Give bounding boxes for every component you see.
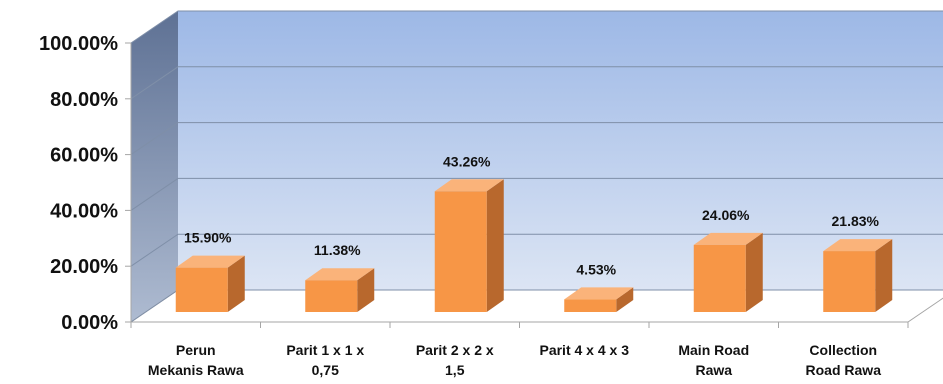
bar-top bbox=[693, 232, 763, 245]
x-tick-label-line: Collection bbox=[809, 342, 877, 358]
x-tick-label: Parit 4 x 4 x 3 bbox=[539, 342, 629, 358]
bar-top bbox=[434, 179, 504, 192]
x-tick-label-line: Parit 4 x 4 x 3 bbox=[539, 342, 629, 358]
x-tick-label-line: Road Rawa bbox=[806, 362, 882, 378]
bar bbox=[693, 232, 763, 312]
x-tick-label-line: Parit 1 x 1 x bbox=[286, 342, 364, 358]
bar-top bbox=[305, 268, 375, 281]
x-tick-label: Parit 1 x 1 x 0,75 bbox=[286, 342, 364, 378]
bar bbox=[434, 179, 504, 312]
x-tick-label: Main Road Rawa bbox=[678, 342, 749, 378]
y-tick-label: 40.00% bbox=[50, 200, 118, 222]
bar-side bbox=[616, 287, 634, 312]
bar-top bbox=[564, 287, 634, 300]
y-tick-label: 100.00% bbox=[39, 33, 118, 55]
bar-front bbox=[434, 191, 487, 312]
x-tick-label: Parit 2 x 2 x 1,5 bbox=[416, 342, 494, 378]
x-tick-label-line: 1,5 bbox=[445, 362, 465, 378]
bar-side bbox=[357, 268, 375, 312]
x-tick-label-line: 0,75 bbox=[312, 362, 339, 378]
data-label: 15.90% bbox=[184, 230, 232, 246]
bar bbox=[175, 255, 245, 312]
x-tick-label-line: Perun bbox=[176, 342, 216, 358]
bar-side bbox=[486, 179, 504, 312]
floor bbox=[129, 289, 943, 323]
bar-front bbox=[564, 299, 617, 312]
back-wall bbox=[178, 11, 943, 290]
data-labels: 15.90% 11.38% 43.26% 4.53% 24.06% 21.83% bbox=[184, 153, 880, 277]
bar-front bbox=[305, 280, 358, 312]
data-label: 4.53% bbox=[576, 261, 616, 277]
bar-side bbox=[875, 239, 893, 312]
x-tick-label-line: Mekanis Rawa bbox=[148, 362, 244, 378]
x-tick-label: Perun Mekanis Rawa bbox=[148, 342, 244, 378]
gridline bbox=[130, 10, 943, 44]
bar-front bbox=[823, 251, 876, 312]
bar-side bbox=[227, 255, 245, 312]
y-tick-label: 80.00% bbox=[50, 89, 118, 111]
bar bbox=[305, 268, 375, 312]
y-tick-label: 60.00% bbox=[50, 145, 118, 167]
data-label: 43.26% bbox=[443, 153, 491, 169]
y-tick-label: 0.00% bbox=[61, 312, 118, 334]
bar-top bbox=[175, 255, 245, 268]
data-label: 24.06% bbox=[702, 207, 750, 223]
bar bbox=[564, 287, 634, 312]
bar bbox=[823, 239, 893, 312]
x-tick-label-line: Rawa bbox=[695, 362, 732, 378]
x-tick-label: Collection Road Rawa bbox=[806, 342, 882, 378]
bars bbox=[175, 179, 893, 312]
data-label: 21.83% bbox=[832, 213, 880, 229]
y-tick-label: 20.00% bbox=[50, 256, 118, 278]
plot-walls bbox=[129, 11, 943, 323]
gridlines bbox=[130, 10, 943, 323]
x-tick-label-line: Parit 2 x 2 x bbox=[416, 342, 494, 358]
y-axis-ticks: 0.00% 20.00% 40.00% 60.00% 80.00% 100.00% bbox=[39, 33, 131, 334]
bar-top bbox=[823, 239, 893, 252]
bar-front bbox=[175, 267, 228, 312]
gridline bbox=[130, 177, 943, 211]
bar-side bbox=[745, 232, 763, 312]
gridline bbox=[130, 233, 943, 267]
gridline bbox=[130, 66, 943, 100]
x-tick-label-line: Main Road bbox=[678, 342, 749, 358]
data-label: 11.38% bbox=[314, 242, 361, 258]
gridline bbox=[130, 122, 943, 156]
bar-front bbox=[693, 244, 746, 312]
side-wall bbox=[131, 11, 178, 322]
